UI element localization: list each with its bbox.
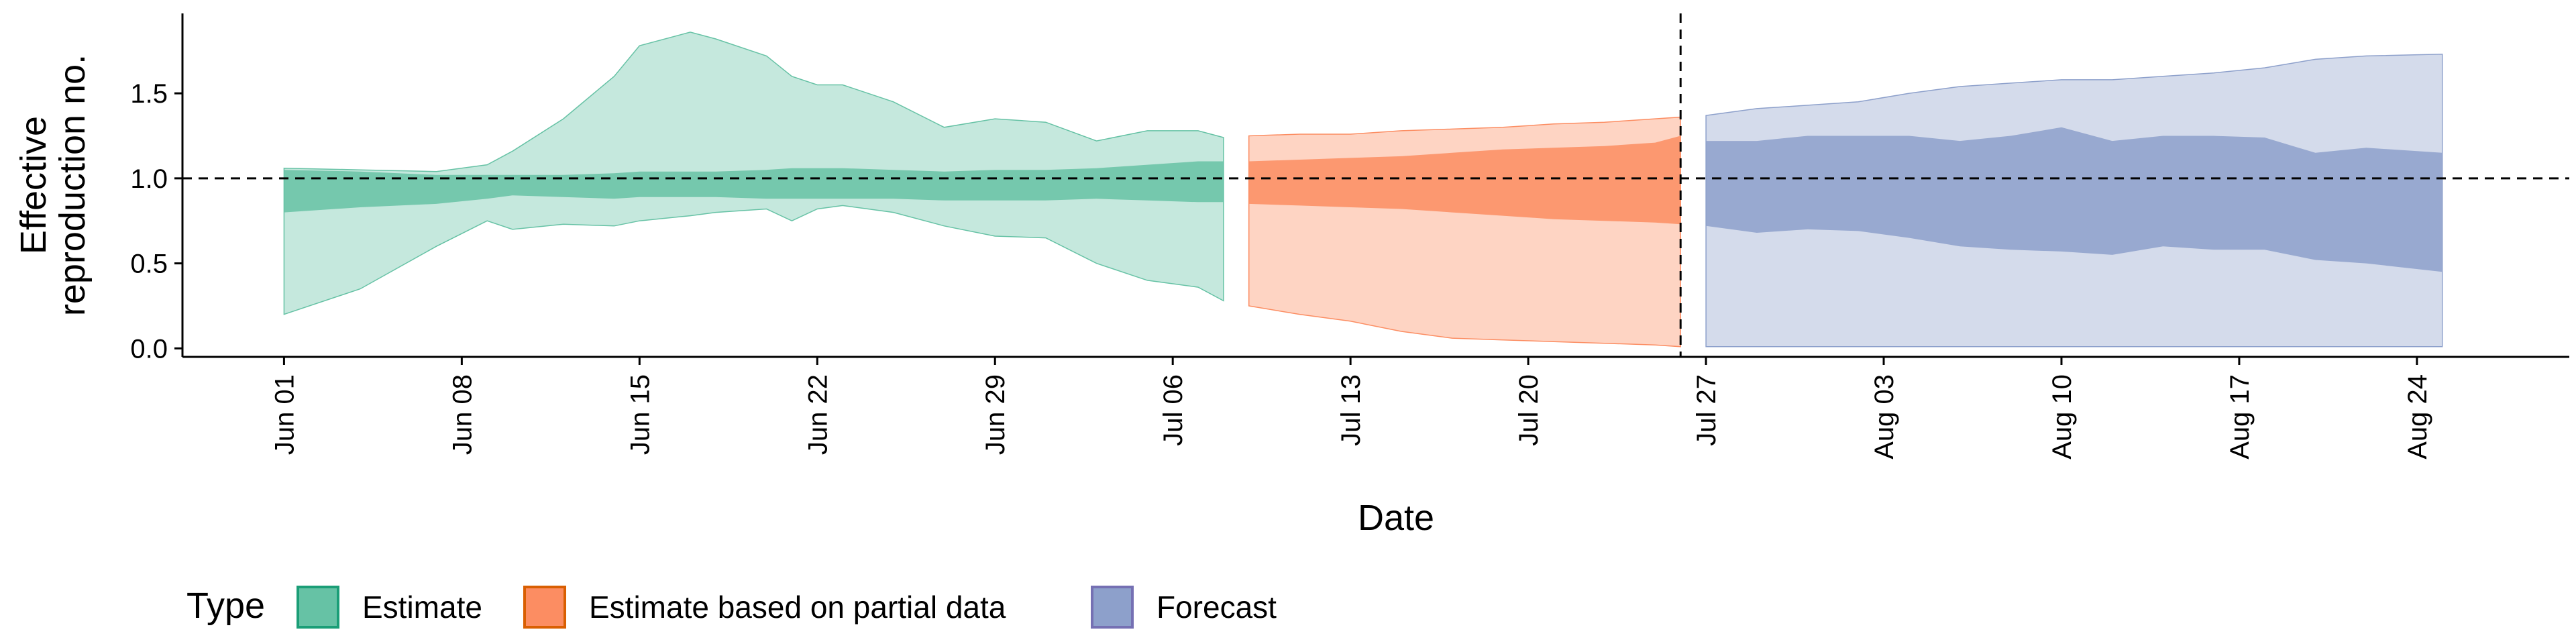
legend-label: Estimate: [362, 590, 482, 625]
x-tick-label: Aug 03: [1870, 374, 1899, 460]
legend: Type Estimate Estimate based on partial da…: [186, 586, 1277, 629]
x-tick-label: Jul 13: [1336, 374, 1366, 446]
x-tick-label: Aug 24: [2403, 374, 2432, 460]
axes: 0.0 0.5 1.0 1.5 Jun 01 Jun 08 Jun 15 Jun 22 Jun …: [13, 13, 2569, 538]
band-50-estimate-based-on-partial-data: [1248, 136, 1681, 225]
x-tick-label: Jul 20: [1514, 374, 1544, 446]
y-axis-title: Effectivereproduction no.: [13, 54, 93, 316]
x-axis-title: Date: [1358, 498, 1434, 538]
band-50-estimate: [284, 161, 1224, 213]
legend-key-estimate: [297, 586, 339, 629]
legend-label: Estimate based on partial data: [589, 590, 1006, 625]
x-tick-label: Jun 22: [803, 374, 833, 455]
legend-key-forecast: [1091, 586, 1134, 629]
x-tick-label: Jul 06: [1159, 374, 1188, 446]
band-50-forecast: [1706, 127, 2443, 272]
y-tick-label: 1.5: [130, 79, 168, 109]
reference-lines: [182, 13, 2569, 357]
x-tick-label: Aug 17: [2225, 374, 2255, 460]
y-tick-label: 0.0: [130, 334, 168, 364]
legend-title: Type: [186, 586, 265, 626]
x-tick-label: Jun 15: [625, 374, 655, 455]
plot-bands: [283, 32, 2443, 347]
x-tick-label: Jun 29: [981, 374, 1010, 455]
x-tick-label: Jun 08: [447, 374, 477, 455]
y-axis-title-line: Effective: [13, 116, 54, 254]
y-tick-label: 0.5: [130, 250, 168, 279]
y-axis-title-line: reproduction no.: [52, 54, 93, 316]
x-tick-label: Jul 27: [1692, 374, 1721, 446]
y-tick-label: 1.0: [130, 164, 168, 194]
legend-key-estimate-based-on-partial-data: [523, 586, 566, 629]
x-tick-label: Aug 10: [2047, 374, 2077, 460]
x-tick-label: Jun 01: [270, 374, 299, 455]
legend-label: Forecast: [1157, 590, 1277, 625]
